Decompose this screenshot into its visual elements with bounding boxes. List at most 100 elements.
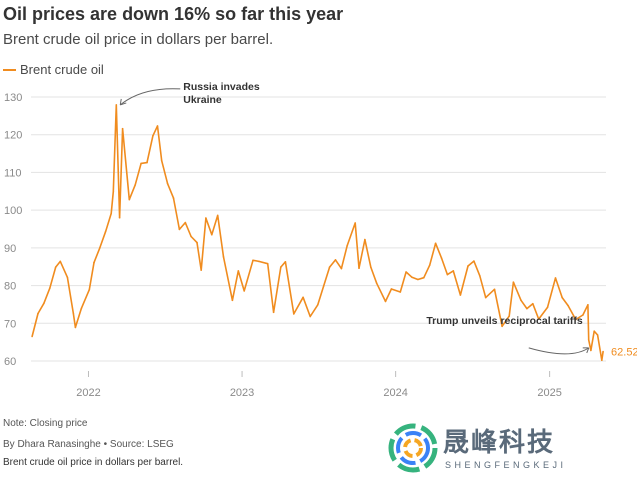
data-point [293,313,295,315]
data-point [43,302,45,305]
watermark-chinese-text: 晟峰科技 [443,428,556,458]
data-point [399,291,402,293]
data-point [54,266,57,268]
watermark: 晟峰科技 SHENGFENGKEJI [385,420,637,474]
data-point [417,278,419,281]
data-point [384,300,387,303]
y-tick-label-80: 80 [4,281,16,293]
annotation-arrowhead-tariffs [582,347,590,354]
data-point [567,304,569,307]
data-point [508,315,511,317]
data-point [216,214,219,217]
data-point [390,288,393,290]
data-point [574,318,577,321]
data-point [358,267,360,270]
data-point [80,307,83,310]
data-point [200,269,202,271]
data-point [128,198,131,201]
data-point [118,216,121,219]
data-point [532,302,534,305]
annotation-ukraine: Russia invades Ukraine [183,81,260,106]
legend-swatch [3,68,16,71]
data-point [375,282,378,285]
data-point [370,266,372,268]
data-point [493,288,496,291]
data-point [146,161,148,164]
data-point [309,315,312,318]
data-point [222,256,225,258]
data-point [237,270,240,272]
data-point [37,312,39,315]
data-point [266,262,269,265]
y-tick-label-60: 60 [4,356,16,368]
y-tick-label-120: 120 [4,130,22,142]
annotation-tariffs: Trump unveils reciprocal tariffs [426,315,583,327]
data-point [121,127,124,130]
data-point [243,290,245,292]
data-point [601,359,603,362]
data-point [596,334,599,336]
data-point [484,296,487,299]
data-point [99,247,101,249]
data-point [115,104,118,106]
data-point [546,306,549,309]
data-point [280,266,282,268]
data-point [166,182,169,185]
data-point [317,304,319,306]
data-point [74,326,77,329]
data-point [66,276,69,279]
data-point [411,276,413,279]
data-point [258,260,260,263]
data-point [501,325,503,328]
data-point [190,235,192,238]
legend: Brent crude oil [3,62,104,77]
annotation-arrowhead-ukraine [119,98,127,106]
x-tick-label-2024: 2024 [383,387,407,399]
data-point [364,238,366,241]
data-point [340,267,343,270]
data-point [88,288,91,291]
byline: By Dhara Ranasinghe • Source: LSEG [3,439,174,450]
data-point [554,277,557,279]
data-point [526,307,528,310]
data-point [452,270,455,272]
y-tick-label-70: 70 [4,318,16,330]
data-point [156,125,159,127]
footnote: Note: Closing price [3,418,88,429]
data-point [446,273,449,276]
data-point [405,271,407,273]
watermark-english-text: SHENGFENGKEJI [445,460,567,470]
chart-title: Oil prices are down 16% so far this year [3,4,344,24]
data-point [467,265,469,267]
data-point [561,296,563,299]
x-tick-label-2023: 2023 [230,387,254,399]
data-point [459,294,462,296]
chart-subtitle: Brent crude oil price in dollars per bar… [3,31,274,48]
data-point [593,330,595,333]
data-point [334,259,337,261]
data-point [587,339,590,341]
data-point [512,281,515,284]
data-point [537,318,540,320]
data-point [434,242,437,245]
data-point [172,197,175,199]
annotation-arrow-tariffs [528,347,590,355]
data-point [302,296,304,299]
data-point [205,217,207,219]
data-point [178,228,181,231]
data-point [479,275,481,277]
y-tick-label-90: 90 [4,243,16,255]
data-point [587,304,589,306]
data-point [31,335,33,338]
x-tick-label-2025: 2025 [537,387,561,399]
data-point [520,299,522,302]
annotation-arrow-ukraine [119,88,181,106]
data-point [72,312,75,314]
data-point [322,285,325,287]
data-point [284,261,287,263]
data-point [59,260,62,263]
data-point [602,350,604,353]
data-point [49,287,51,290]
caption: Brent crude oil price in dollars per bar… [3,457,184,468]
